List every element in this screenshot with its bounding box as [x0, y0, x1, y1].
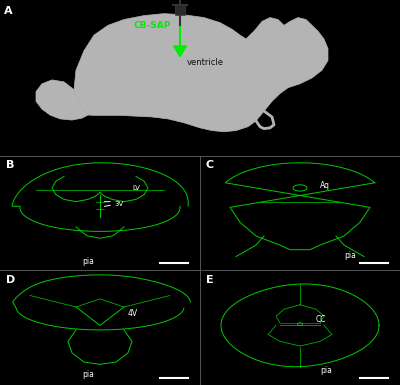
Text: LV: LV: [132, 185, 140, 191]
Text: pia: pia: [344, 251, 356, 260]
Bar: [175, 4, 185, 15]
Text: ventricle: ventricle: [187, 59, 224, 67]
Text: A: A: [4, 6, 13, 16]
Text: E: E: [206, 275, 214, 285]
Text: B: B: [6, 161, 14, 171]
Text: D: D: [6, 275, 15, 285]
Text: pia: pia: [82, 257, 94, 266]
Text: CB-SAP: CB-SAP: [134, 21, 171, 30]
Text: pia: pia: [320, 366, 332, 375]
Text: 3V: 3V: [114, 201, 123, 207]
Text: pia: pia: [82, 370, 94, 379]
Polygon shape: [74, 13, 328, 132]
Text: Aq: Aq: [320, 181, 330, 190]
Text: C: C: [206, 161, 214, 171]
Polygon shape: [174, 46, 186, 57]
Polygon shape: [36, 80, 88, 120]
Text: 4V: 4V: [128, 310, 138, 318]
Text: CC: CC: [316, 315, 326, 324]
